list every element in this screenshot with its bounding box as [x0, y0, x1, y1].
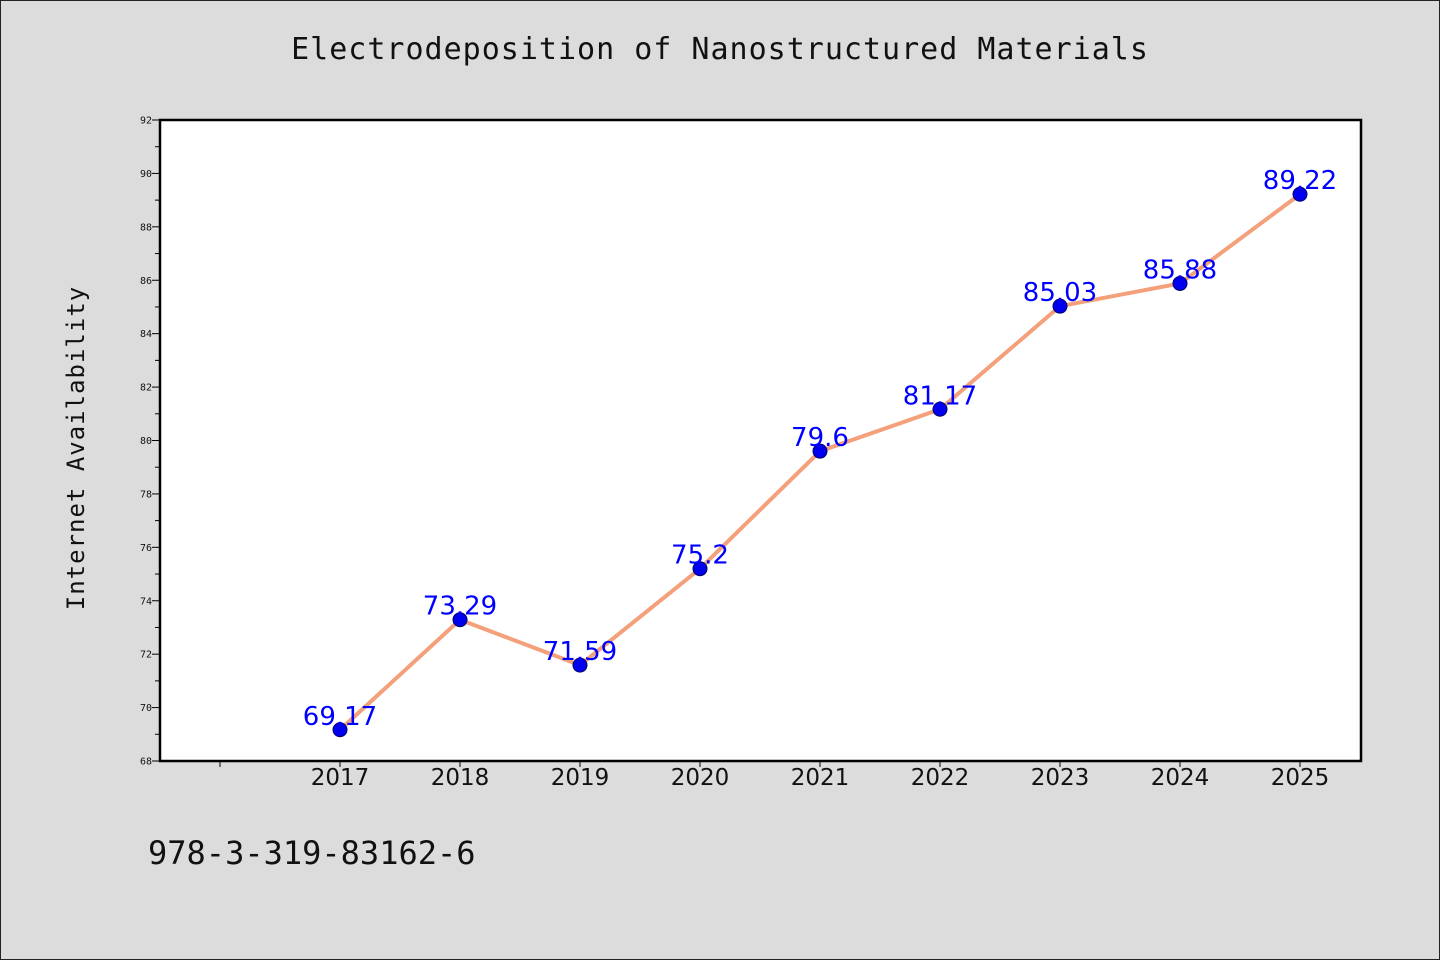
data-point	[932, 401, 948, 417]
y-tick-label: 86	[140, 276, 152, 287]
x-tick-label: 2017	[311, 765, 370, 791]
data-points	[332, 186, 1308, 738]
data-label: 85.88	[1143, 255, 1217, 285]
y-tick-label: 74	[140, 596, 152, 607]
data-label: 71.59	[543, 637, 617, 667]
data-label: 89.22	[1263, 166, 1337, 196]
y-tick-label: 76	[140, 543, 152, 554]
data-point	[1292, 186, 1308, 202]
data-point	[1172, 275, 1188, 291]
x-tick-label: 2024	[1151, 765, 1210, 791]
plot-area	[158, 118, 1363, 763]
y-tick-label: 80	[140, 436, 152, 447]
y-tick-label: 78	[140, 489, 152, 500]
data-label: 75.2	[671, 541, 729, 571]
y-axis-ticks: 68 70 72 74 76 78 80 82 84 86 88 90 92	[140, 116, 160, 768]
data-point	[452, 612, 468, 628]
y-tick-label: 70	[140, 703, 152, 714]
data-label: 81.17	[903, 381, 977, 411]
data-labels: 69.17 73.29 71.59 75.2 79.6 81.17 85.03 85.88 89…	[303, 166, 1337, 732]
x-tick-label: 2018	[431, 765, 490, 791]
x-tick-label: 2020	[671, 765, 730, 791]
footer-code: 978-3-319-83162-6	[148, 834, 476, 872]
data-point	[1052, 298, 1068, 314]
x-axis-ticks: 2017 2018 2019 2020 2021 2022 2023 2024 2025	[219, 761, 1330, 791]
x-tick-label: 2021	[791, 765, 850, 791]
chart-title: Electrodeposition of Nanostructured Mate…	[291, 32, 1149, 67]
x-tick-label: 2019	[551, 765, 610, 791]
y-tick-label: 92	[140, 116, 152, 127]
data-point	[332, 722, 348, 738]
data-label: 79.6	[791, 423, 849, 453]
data-label: 69.17	[303, 702, 377, 732]
y-tick-label: 88	[140, 222, 152, 233]
y-tick-label: 84	[140, 329, 152, 340]
data-point	[692, 561, 708, 577]
x-tick-label: 2022	[911, 765, 970, 791]
x-tick-label: 2025	[1271, 765, 1330, 791]
y-tick-label: 82	[140, 383, 152, 394]
data-point	[812, 443, 828, 459]
y-tick-label: 72	[140, 650, 152, 661]
data-label: 85.03	[1023, 278, 1097, 308]
data-point	[572, 657, 588, 673]
data-label: 73.29	[423, 592, 497, 622]
y-tick-label: 68	[140, 757, 152, 768]
x-tick-label: 2023	[1031, 765, 1090, 791]
y-tick-label: 90	[140, 169, 152, 180]
